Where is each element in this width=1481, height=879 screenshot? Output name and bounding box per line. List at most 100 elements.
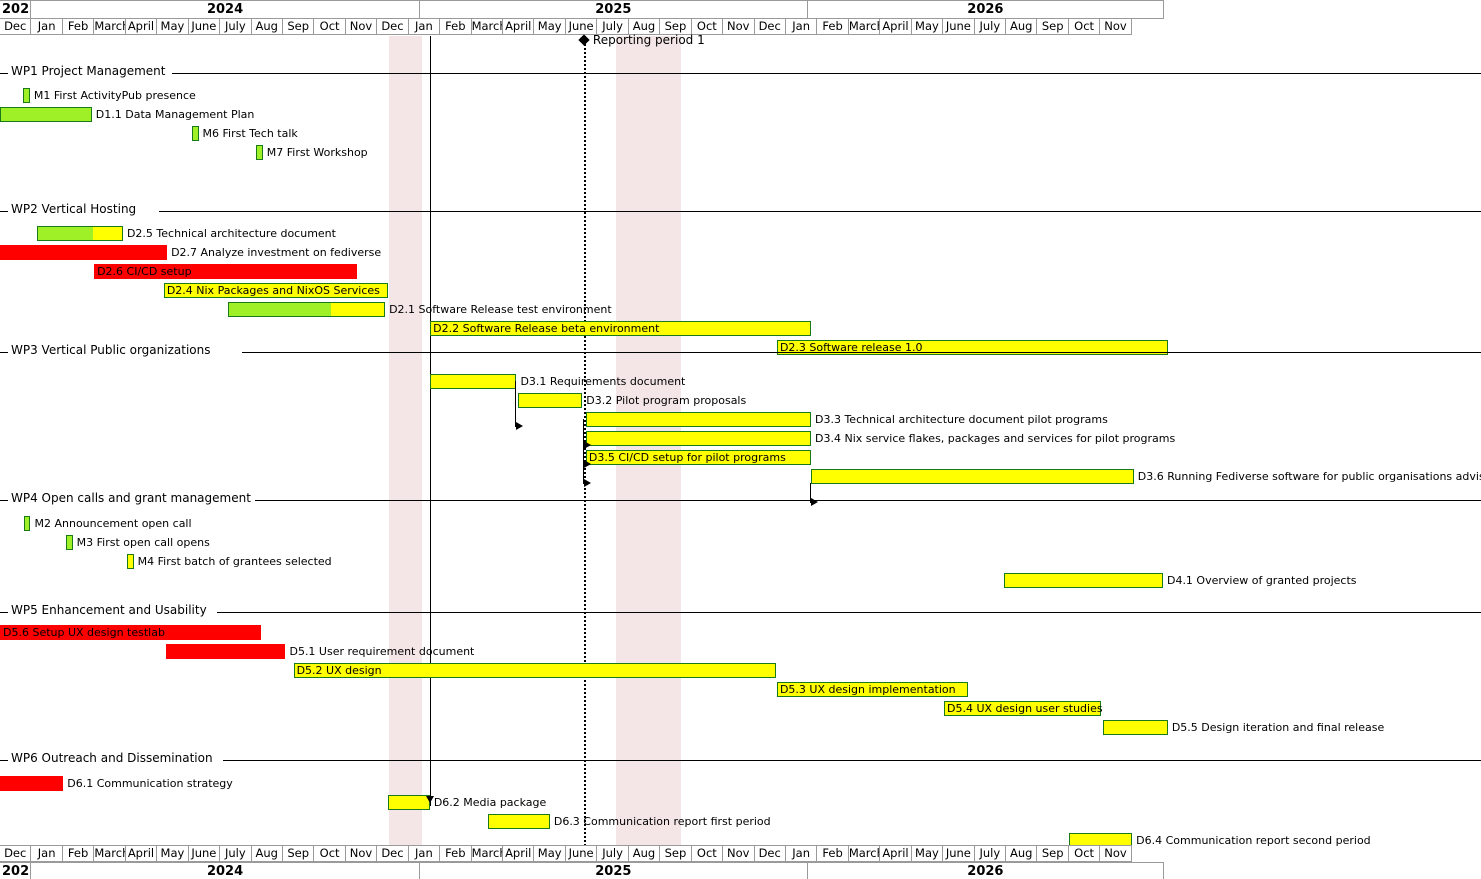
collapse-toggle-icon[interactable] — [0, 760, 8, 761]
timescale-month-cell: June — [187, 845, 221, 862]
timescale-month-cell: Jan — [30, 18, 63, 35]
timescale-year-2025: 2025 — [418, 0, 808, 19]
timescale-month-cell: March — [93, 845, 126, 862]
task-bar[interactable] — [256, 145, 263, 160]
timescale-month-cell: July — [219, 18, 252, 35]
task-label: D5.2 UX design — [296, 664, 382, 677]
timescale-month-cell: Jan — [784, 845, 818, 862]
task-bar[interactable] — [585, 450, 811, 465]
task-bar[interactable] — [488, 814, 550, 829]
task-bar[interactable] — [24, 516, 31, 531]
collapse-toggle-icon[interactable] — [0, 612, 8, 613]
timescale-year-2024: 2024 — [30, 0, 420, 19]
task-bar[interactable] — [430, 374, 517, 389]
task-bar[interactable] — [0, 107, 92, 122]
task-bar[interactable] — [127, 554, 134, 569]
task-progress-fill — [257, 146, 262, 159]
task-bar[interactable] — [0, 776, 64, 791]
timescale-year-row: 2023202420252026 — [0, 862, 1168, 879]
collapse-toggle-icon[interactable] — [0, 352, 8, 353]
task-bar[interactable] — [0, 625, 262, 640]
task-bar[interactable] — [1102, 720, 1168, 735]
task-bar[interactable] — [776, 682, 969, 697]
task-progress-fill — [37, 227, 94, 240]
timescale-month-cell: April — [124, 18, 158, 35]
task-label: D3.3 Technical architecture document pil… — [815, 413, 1108, 426]
arrow-head-icon — [584, 479, 591, 487]
task-bar[interactable] — [166, 644, 286, 659]
timescale-month-cell: Jan — [407, 845, 441, 862]
timescale-month-cell: Jan — [407, 18, 441, 35]
task-bar[interactable] — [66, 535, 73, 550]
timescale-month-cell: Feb — [61, 845, 95, 862]
work-package-row-wp3[interactable]: WP3 Vertical Public organizations — [0, 343, 1481, 361]
milestone-arrow-icon — [425, 796, 434, 803]
work-package-row-wp4[interactable]: WP4 Open calls and grant management — [0, 491, 1481, 509]
reporting-period-marker-icon — [578, 34, 590, 46]
timescale-year-2026: 2026 — [806, 862, 1164, 879]
timescale-month-cell: July — [973, 18, 1006, 35]
collapse-toggle-icon[interactable] — [0, 500, 8, 501]
timescale-month-cell: Sep — [281, 18, 315, 35]
timescale-month-cell: Oct — [313, 18, 346, 35]
task-bar[interactable] — [811, 469, 1134, 484]
task-bar[interactable] — [192, 126, 199, 141]
task-bar[interactable] — [228, 302, 386, 317]
task-bar[interactable] — [585, 431, 811, 446]
task-bar[interactable] — [387, 795, 430, 810]
task-bar[interactable] — [36, 226, 123, 241]
timescale-footer: DecJanFebMarchAprilMayJuneJulyAugSepOctN… — [0, 845, 1168, 879]
timescale-month-cell: May — [156, 18, 189, 35]
project-start-line — [429, 36, 431, 806]
timescale-month-cell: Sep — [659, 845, 692, 862]
task-label: D6.1 Communication strategy — [67, 777, 233, 790]
task-bar[interactable] — [944, 701, 1102, 716]
task-progress-fill — [1, 108, 91, 121]
timescale-month-cell: Sep — [659, 18, 692, 35]
task-label: D5.4 UX design user studies — [947, 702, 1103, 715]
task-bar[interactable] — [94, 264, 357, 279]
timescale-month-cell: Feb — [816, 845, 849, 862]
gantt-plot-area: Reporting period 1 WP1 Project Management… — [0, 33, 1481, 848]
collapse-toggle-icon[interactable] — [0, 73, 8, 74]
work-package-row-wp5[interactable]: WP5 Enhancement and Usability — [0, 603, 1481, 621]
task-progress-fill — [67, 536, 72, 549]
task-bar[interactable] — [293, 663, 776, 678]
task-bar[interactable] — [518, 393, 583, 408]
task-label: D6.3 Communication report first period — [553, 815, 771, 828]
timescale-month-cell: Oct — [690, 18, 724, 35]
task-label: M4 First batch of grantees selected — [137, 555, 332, 568]
work-package-row-wp1[interactable]: WP1 Project Management — [0, 64, 1481, 82]
timescale-month-cell: Sep — [1036, 18, 1069, 35]
task-label: D2.2 Software Release beta environment — [433, 322, 660, 335]
timescale-month-cell: May — [910, 18, 944, 35]
work-package-row-wp2[interactable]: WP2 Vertical Hosting — [0, 202, 1481, 220]
collapse-toggle-icon[interactable] — [0, 211, 8, 212]
task-bar[interactable] — [0, 245, 168, 260]
task-label: D5.5 Design iteration and final release — [1171, 721, 1385, 734]
timescale-month-cell: Feb — [439, 18, 472, 35]
timescale-month-cell: March — [847, 18, 881, 35]
task-label: D3.2 Pilot program proposals — [586, 394, 747, 407]
timescale-month-cell: March — [847, 845, 881, 862]
task-bar[interactable] — [585, 412, 811, 427]
task-bar[interactable] — [430, 321, 811, 336]
timescale-month-cell: Nov — [722, 18, 755, 35]
timescale-month-cell: March — [470, 18, 503, 35]
timescale-month-cell: April — [502, 18, 535, 35]
task-bar[interactable] — [23, 88, 30, 103]
task-bar[interactable] — [1004, 573, 1163, 588]
timescale-month-cell: Jan — [30, 845, 63, 862]
timescale-month-cell: Nov — [1099, 18, 1132, 35]
task-progress-fill — [229, 303, 332, 316]
timescale-month-cell: Sep — [1036, 845, 1069, 862]
task-bar[interactable] — [163, 283, 388, 298]
arrow-head-icon — [584, 441, 591, 449]
work-package-row-wp6[interactable]: WP6 Outreach and Dissemination — [0, 751, 1481, 769]
timescale-month-cell: Oct — [1067, 18, 1101, 35]
timescale-month-cell: March — [470, 845, 503, 862]
task-bar[interactable] — [776, 340, 1168, 355]
work-package-rule — [216, 612, 1481, 613]
work-package-label: WP3 Vertical Public organizations — [11, 343, 215, 357]
